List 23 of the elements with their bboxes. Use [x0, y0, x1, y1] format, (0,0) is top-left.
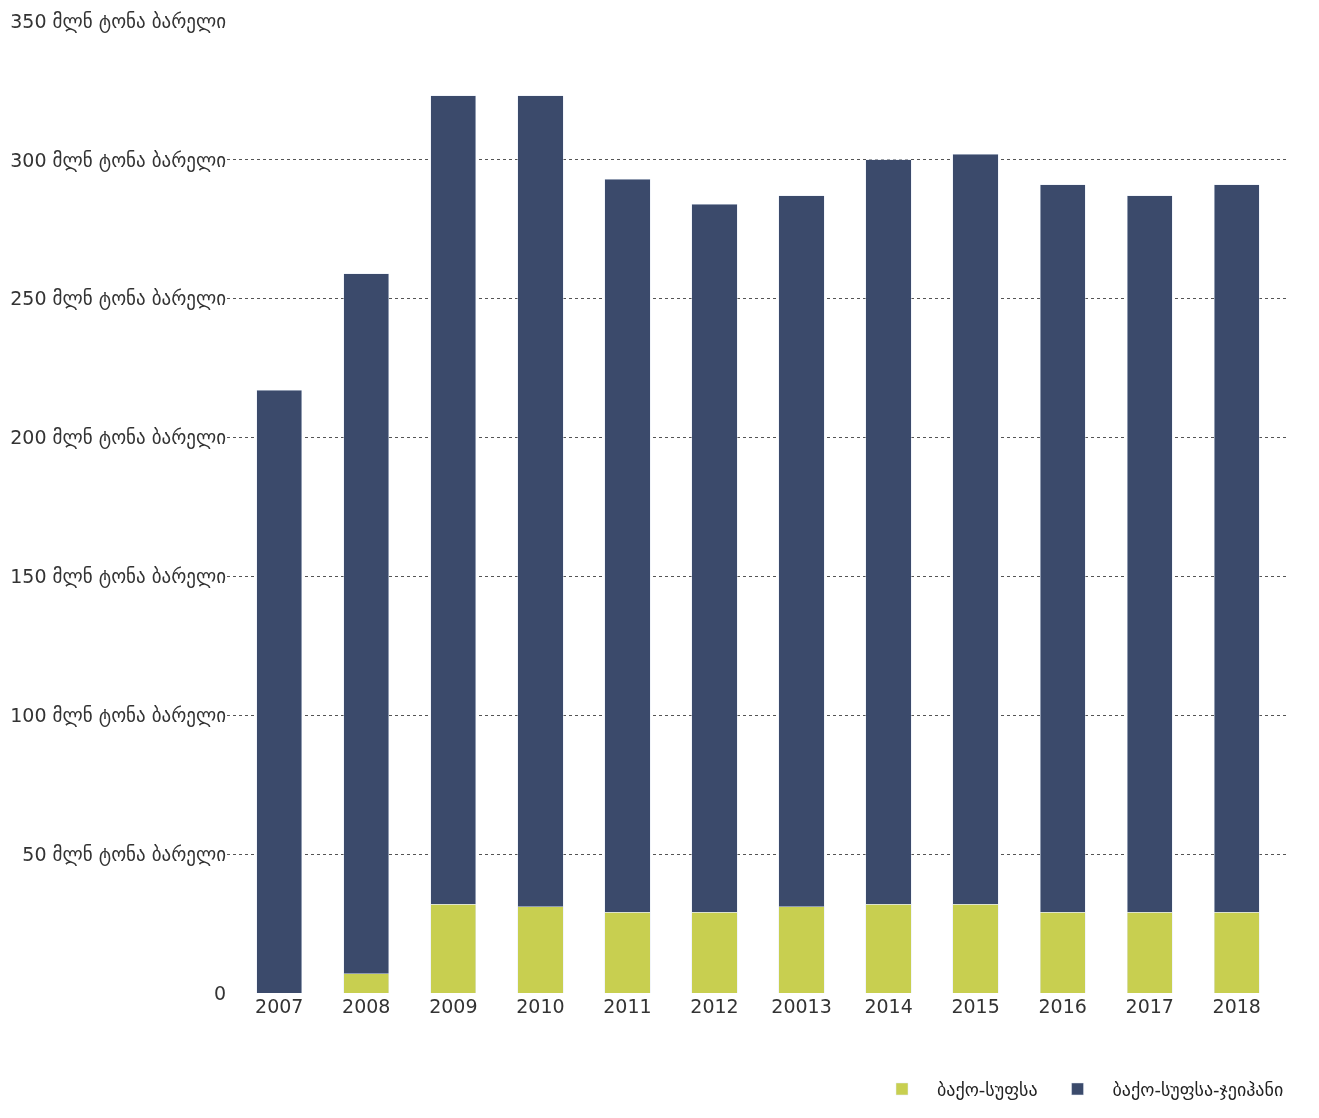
y-tick-label: 350 მლნ ტონა ბარელი — [10, 9, 226, 33]
x-tick-label: 2016 — [1038, 995, 1087, 1017]
x-tick-label: 2012 — [690, 995, 739, 1017]
y-tick-label: 100 მლნ ტონა ბარელი — [10, 703, 226, 727]
x-tick-label: 2014 — [864, 995, 913, 1017]
y-tick-label: 250 მლნ ტონა ბარელი — [10, 287, 226, 311]
legend-label: ბაქო-სუფსა — [937, 1078, 1038, 1100]
y-tick-label: 200 მლნ ტონა ბარელი — [10, 426, 226, 450]
x-tick-label: 2008 — [342, 995, 391, 1017]
bar — [256, 390, 303, 993]
x-tick-label: 2018 — [1212, 995, 1261, 1017]
x-tick-label: 2009 — [429, 995, 478, 1017]
x-tick-label: 20013 — [771, 995, 832, 1017]
x-tick-label: 2007 — [255, 995, 304, 1017]
x-tick-label: 2017 — [1125, 995, 1174, 1017]
x-tick-label: 2015 — [951, 995, 1000, 1017]
y-tick-label: 0 — [213, 981, 226, 1004]
legend-label: ბაქო-სუფსა-ჯეიჰანი — [1112, 1078, 1284, 1100]
x-tick-label: 2011 — [603, 995, 652, 1017]
y-tick-label: 50 მლნ ტონა ბარელი — [22, 842, 226, 866]
x-tick-label: 2010 — [516, 995, 565, 1017]
y-tick-label: 150 მლნ ტონა ბარელი — [10, 565, 226, 589]
y-tick-label: 300 მლნ ტონა ბარელი — [10, 148, 226, 172]
